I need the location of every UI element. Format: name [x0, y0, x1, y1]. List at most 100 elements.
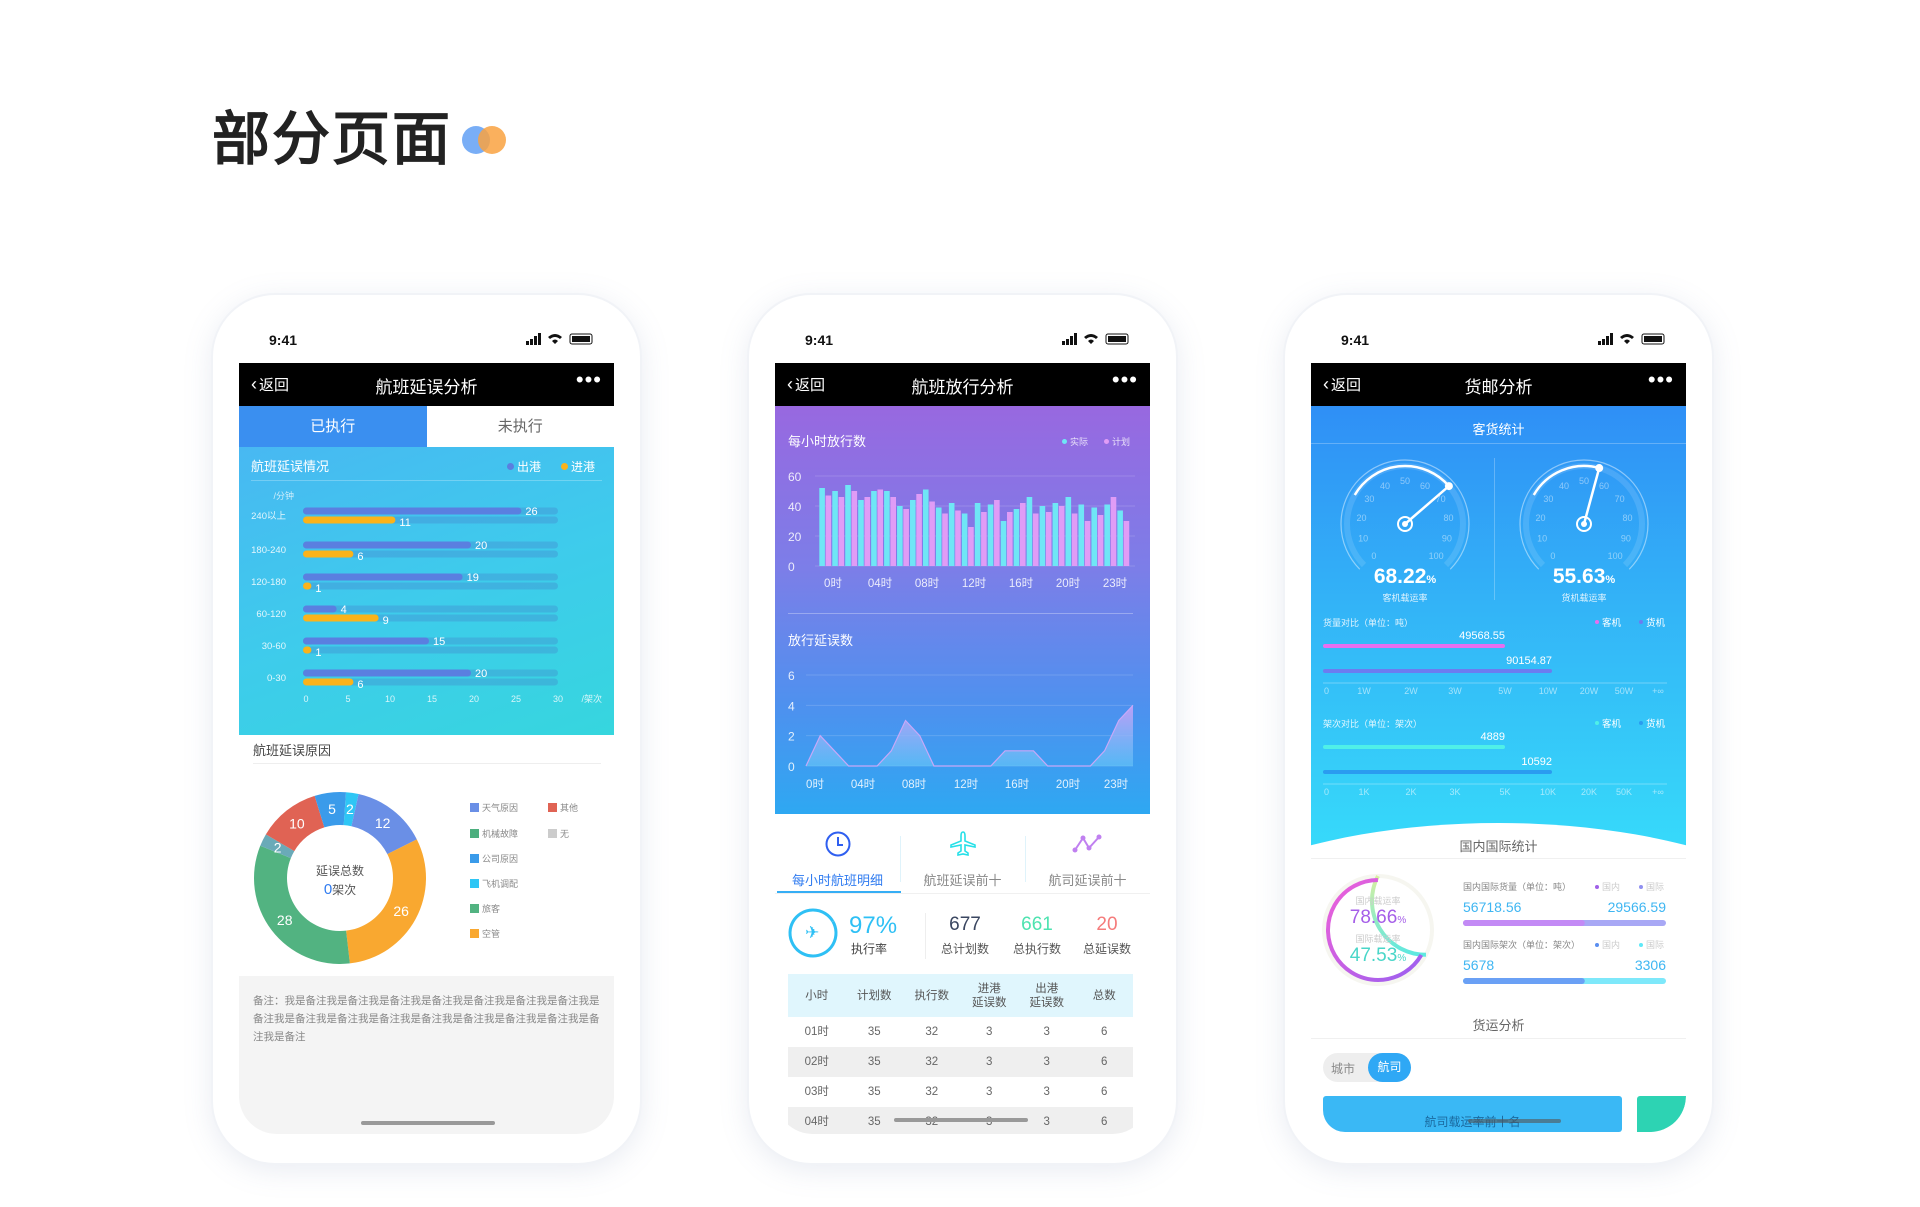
back-button[interactable]: ‹ 返回	[251, 374, 289, 395]
hourly-charts: 0 20 40 60 0时 04时 08时 12时 16时 20时 23时 0 2 4 6 0时 04时 08时 1…	[788, 470, 1135, 791]
x-tick-label: 16时	[1009, 577, 1034, 590]
bar-plan	[1007, 512, 1013, 566]
donut-slice	[314, 792, 346, 828]
flight-compare-title: 架次对比（单位：架次）	[1323, 718, 1422, 729]
x-tick-label: 25	[511, 694, 521, 704]
gauge-outer-arc	[1519, 459, 1649, 570]
bar-plan	[981, 512, 987, 566]
legend-dot	[1639, 943, 1643, 947]
x-tick-label: 08时	[902, 778, 927, 791]
active-tab-underline	[777, 891, 901, 893]
bar-actual	[884, 491, 890, 566]
domestic-rate-arc	[1326, 878, 1424, 982]
gauge-tick-label: 90	[1442, 534, 1452, 544]
toggle-city[interactable]: 城市	[1331, 1062, 1356, 1076]
tab-hourly-detail[interactable]: 每小时航班明细	[775, 828, 900, 894]
back-button[interactable]: ‹ 返回	[787, 374, 825, 395]
donut-center-total: 0架次	[324, 881, 356, 898]
more-icon[interactable]: •••	[1647, 367, 1674, 392]
column-header[interactable]: 计划数	[857, 989, 892, 1002]
column-header[interactable]: 出港 延误数	[1029, 982, 1065, 1009]
column-header[interactable]: 进港 延误数	[972, 982, 1007, 1009]
ring-label: 国内载运率	[1355, 895, 1400, 906]
compare-value: 90154.87	[1506, 655, 1552, 667]
gauge-tick-label: 90	[1621, 534, 1631, 544]
home-indicator[interactable]	[361, 1121, 495, 1125]
gauge-tick-label: 60	[1599, 481, 1609, 491]
more-icon[interactable]: •••	[1111, 367, 1138, 392]
table-cell: 35	[867, 1086, 881, 1098]
back-label: 返回	[795, 377, 826, 394]
tab-executed[interactable]: 已执行	[239, 406, 427, 447]
ring-value: 78.66%	[1350, 907, 1407, 928]
bar-actual	[1000, 521, 1007, 566]
slice-value-label: 28	[277, 912, 293, 928]
gauge-tick-label: 20	[1536, 513, 1546, 523]
category-label: 180-240	[251, 545, 286, 556]
bar-value-label: 6	[357, 679, 363, 691]
gauge-value: 55.63%	[1553, 565, 1616, 588]
compare-axis-label: 3W	[1448, 686, 1462, 696]
x-tick-label: 12时	[962, 577, 987, 590]
bar-actual	[845, 485, 851, 566]
header-title: 航班放行分析	[911, 378, 1014, 397]
y-tick-label: 60	[788, 470, 802, 484]
tab-airline-delay-top10[interactable]: 航司延误前十	[1025, 828, 1150, 894]
city-airline-toggle: 城市 航司	[1323, 1053, 1411, 1082]
column-header[interactable]: 小时	[805, 989, 829, 1002]
table-row[interactable]: 01时 35 32 3 3 6	[788, 1017, 1133, 1047]
airplane-icon	[949, 831, 976, 856]
battery-icon	[1641, 333, 1665, 345]
x-tick-label: 23时	[1103, 577, 1128, 590]
more-icon[interactable]: •••	[575, 367, 602, 392]
bar-plan	[968, 527, 974, 566]
tab-not-executed[interactable]: 未执行	[426, 406, 614, 447]
table-header: 小时 计划数 执行数 进港 延误数 出港 延误数 总数	[788, 974, 1133, 1017]
section-title: 客货统计	[1472, 422, 1525, 437]
table-cell: 32	[925, 1026, 939, 1038]
legend-label: 客机	[1602, 718, 1622, 730]
slice-value-label: 5	[328, 801, 336, 817]
delay-line	[805, 704, 1134, 767]
bar-plan	[903, 509, 909, 566]
bar-plan	[838, 497, 845, 566]
total-executed-value: 661	[1021, 914, 1053, 935]
status-time: 9:41	[805, 332, 834, 348]
gauge-label: 货机载运率	[1561, 592, 1606, 603]
airline-load-top10-card[interactable]: 航司载运率前十名	[1323, 1096, 1622, 1132]
deco-circle-orange	[478, 126, 506, 154]
y-tick-label: 4	[788, 699, 795, 713]
compare-axis-label: 10W	[1539, 686, 1558, 696]
tab-flight-delay-top10[interactable]: 航班延误前十	[900, 828, 1025, 894]
bar-plan	[1110, 497, 1117, 566]
bar-value-label: 4	[341, 604, 347, 616]
bar-departure	[303, 507, 522, 515]
flights-intl-value: 3306	[1635, 957, 1666, 973]
header-title: 航班延误分析	[375, 378, 478, 397]
x-tick-label: 23时	[1104, 778, 1129, 791]
gauge-tick-label: 30	[1364, 494, 1374, 504]
legend-departure: 出港	[507, 458, 541, 475]
toggle-airline[interactable]: 航司	[1368, 1053, 1411, 1082]
bar-actual	[1104, 504, 1110, 566]
table-cell: 3	[1043, 1056, 1050, 1068]
column-header[interactable]: 总数	[1092, 989, 1116, 1002]
home-indicator[interactable]	[1468, 1119, 1561, 1123]
gauge-needle	[1582, 467, 1601, 525]
home-indicator[interactable]	[894, 1118, 1028, 1122]
bar-value-label: 20	[475, 668, 487, 680]
next-card[interactable]	[1637, 1096, 1686, 1132]
flights-title: 国内国际架次（单位：架次）	[1463, 939, 1580, 950]
gauge-tick-label: 40	[1559, 481, 1569, 491]
back-button[interactable]: ‹ 返回	[1323, 374, 1361, 395]
divider	[1311, 1038, 1686, 1039]
table-cell: 35	[867, 1056, 881, 1068]
wifi-icon	[1620, 334, 1634, 344]
reason-title: 航班延误原因	[253, 743, 332, 758]
column-header[interactable]: 执行数	[914, 989, 950, 1002]
table-row[interactable]: 02时 35 32 3 3 6	[788, 1047, 1133, 1077]
total-unit: 架次	[332, 883, 356, 897]
category-label: 0-30	[267, 673, 286, 684]
compare-axis-label: 2K	[1405, 787, 1416, 797]
table-row[interactable]: 03时 35 32 3 3 6	[788, 1077, 1133, 1107]
